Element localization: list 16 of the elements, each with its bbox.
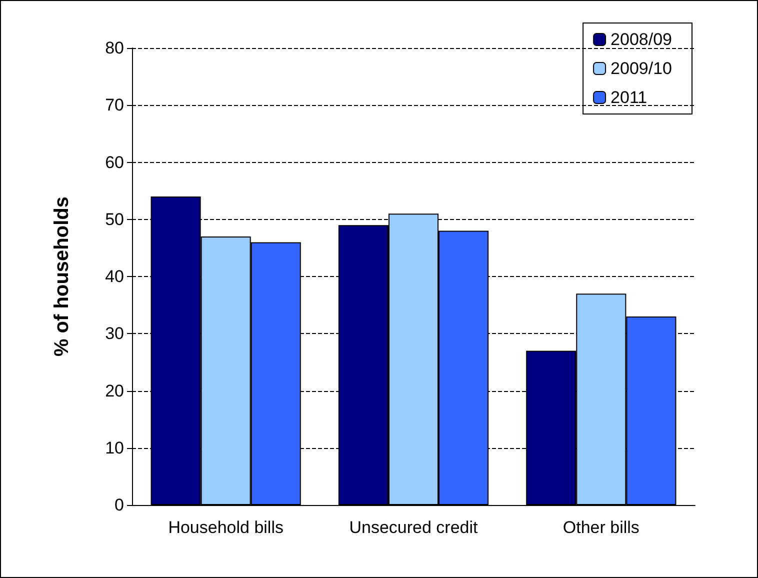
legend-label: 2011: [610, 88, 648, 107]
y-axis-title: % of households: [51, 196, 73, 356]
y-tick-label: 20: [105, 381, 124, 400]
y-tick-label: 0: [114, 496, 124, 514]
y-tick-label: 70: [105, 96, 124, 115]
y-tick-label: 50: [105, 210, 124, 229]
y-tick-label: 60: [105, 152, 124, 172]
x-tick-label: Other bills: [562, 518, 640, 537]
y-tick-label: 30: [105, 324, 124, 344]
x-tick-label: Unsecured credit: [349, 518, 478, 537]
legend-label: 2008/09: [610, 30, 672, 49]
y-tick-label: 80: [105, 38, 124, 58]
y-tick-label: 40: [105, 267, 124, 286]
legend-label: 2009/10: [610, 59, 672, 78]
x-tick-label: Household bills: [168, 518, 284, 537]
y-tick-label: 10: [105, 438, 124, 458]
